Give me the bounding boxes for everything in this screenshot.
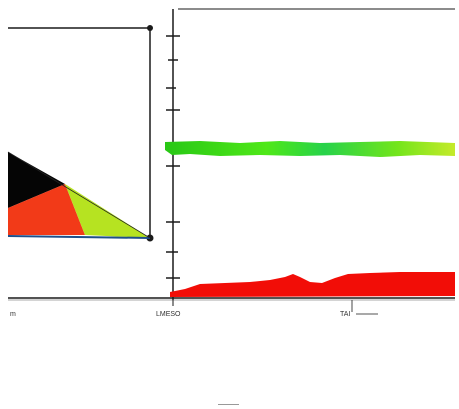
left-tick-label: m <box>10 311 16 318</box>
center-tick-label: LMESO <box>156 311 181 318</box>
triangle-red-region <box>8 184 85 235</box>
vertical-axis-ticks <box>166 35 180 279</box>
box-top-corner-dot <box>147 25 153 31</box>
red-band <box>170 272 455 297</box>
triangle-hypotenuse <box>7 151 151 239</box>
triangle-base-line <box>7 235 151 239</box>
bottom-caption: ——— <box>218 401 239 408</box>
green-band <box>165 141 455 157</box>
triangle-yellow-region <box>65 184 150 238</box>
right-tick-label: TAI <box>340 311 350 318</box>
triangle-black-region <box>8 152 65 208</box>
